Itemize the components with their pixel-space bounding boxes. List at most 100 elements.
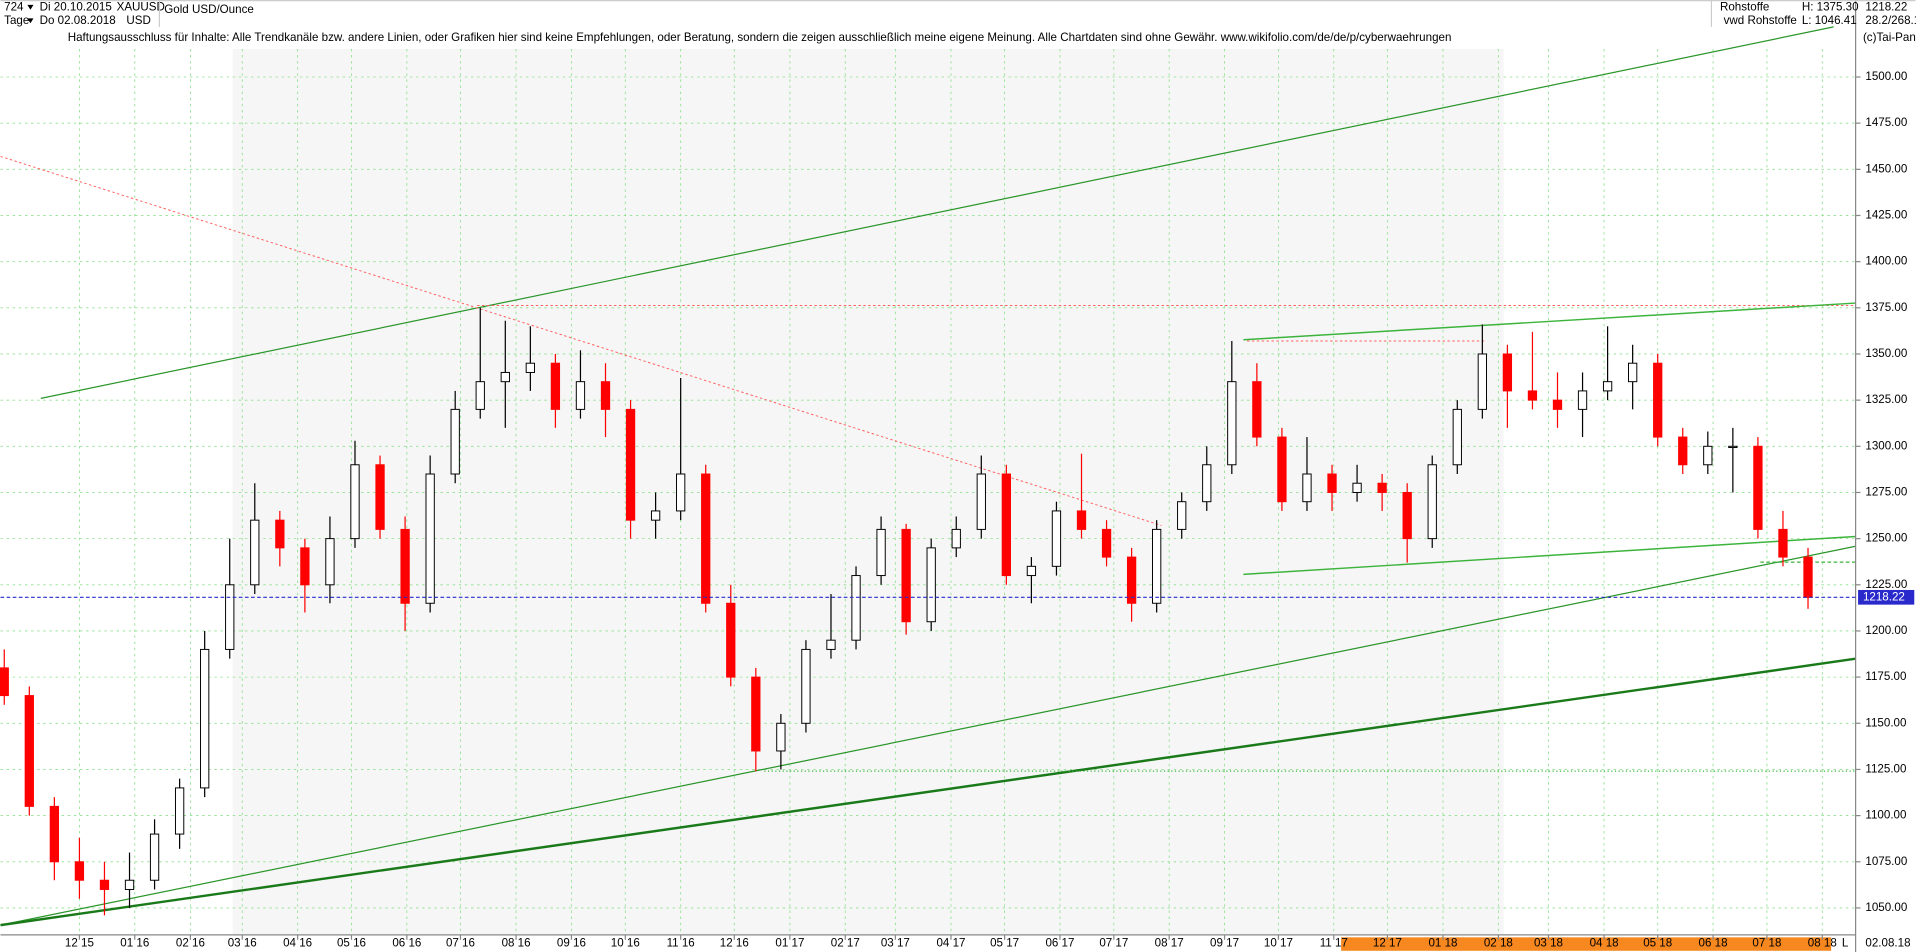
source: vwd Rohstoffe [1724, 14, 1797, 27]
y-tick-label: 1175.00 [1865, 670, 1906, 683]
candle-body [600, 381, 611, 410]
candle-body [1126, 556, 1137, 604]
start-date: Di 20.10.2015 [40, 0, 112, 13]
trend-line [1243, 535, 1856, 576]
y-tick-label: 1500.00 [1865, 70, 1907, 83]
candle-body [1803, 556, 1813, 598]
x-tick-label: 12 15 [65, 937, 94, 950]
candle-body [1227, 381, 1237, 466]
x-tick-label: 04 18 [1590, 937, 1619, 950]
candle-body [225, 584, 235, 650]
dropdown-icon [27, 4, 34, 10]
x-tick-label: 10 17 [1264, 937, 1293, 950]
candle-body [1602, 381, 1613, 392]
currency: USD [126, 14, 150, 27]
trend-line [0, 545, 1856, 926]
candle-body [1076, 510, 1087, 530]
candle-body [1477, 353, 1487, 410]
x-tick-label: 07 16 [446, 937, 475, 950]
candle-body [124, 879, 135, 890]
y-tick-label: 1300.00 [1865, 439, 1907, 452]
trend-lines [0, 26, 1856, 927]
y-tick-label: 1325.00 [1865, 393, 1907, 406]
candle-body [550, 362, 561, 410]
candle-body [726, 602, 736, 678]
x-tick-label: 09 17 [1210, 937, 1239, 950]
y-tick-label: 1050.00 [1865, 901, 1907, 914]
candle-body [1628, 362, 1638, 383]
time-bar [1341, 937, 1832, 951]
candle-body [1051, 510, 1062, 567]
candle-body [1177, 501, 1187, 530]
candle-body [1778, 528, 1788, 558]
candle-body [876, 528, 886, 577]
y-tick-label: 1200.00 [1865, 624, 1907, 637]
date: 02.08.18 [1865, 937, 1910, 950]
low: L: 1046.41 [1802, 14, 1857, 27]
candle-body [1427, 464, 1437, 540]
candle-body [625, 408, 636, 521]
candle-body [1252, 381, 1262, 438]
y-tick-label: 1350.00 [1865, 347, 1907, 360]
x-tick-label: 12 16 [720, 937, 749, 950]
x-tick-label: 03 18 [1534, 937, 1563, 950]
shade [232, 48, 1504, 935]
y-tick-label: 1450.00 [1865, 162, 1907, 175]
candle-body [1101, 528, 1112, 558]
candle-body [1552, 399, 1563, 410]
candle-body [0, 667, 9, 697]
x-tick-label: 08 18 [1808, 937, 1837, 950]
candle-body [250, 519, 260, 586]
candle-body [149, 833, 160, 881]
scale-mode: L [1842, 937, 1849, 950]
candle-body [1728, 445, 1738, 449]
candle-body [350, 464, 360, 540]
candle-body [200, 648, 210, 789]
x-tick-label: 04 17 [936, 937, 965, 950]
group: Rohstoffe [1720, 0, 1769, 13]
candle-body [525, 362, 535, 373]
bars: 724 [4, 0, 24, 13]
x-tick-label: 02 18 [1484, 937, 1513, 950]
candle-body [776, 722, 786, 752]
candle-body [801, 648, 811, 724]
x-tick-label: 06 18 [1699, 937, 1728, 950]
x-tick-label: 10 16 [611, 937, 640, 950]
x-tick-label: 08 16 [502, 937, 531, 950]
candle-body [1452, 408, 1462, 466]
disclaimer: Haftungsausschluss für Inhalte: Alle Tre… [68, 31, 1452, 44]
x-tick-label: 11 16 [667, 937, 695, 950]
candles [0, 307, 1813, 916]
y-tick-label: 1475.00 [1865, 116, 1907, 129]
candle-body [1577, 390, 1588, 410]
y-tick-label: 1150.00 [1865, 716, 1906, 729]
trend-line [1243, 302, 1856, 341]
trend-line [40, 26, 1834, 399]
grid [0, 48, 1856, 935]
candle-body [500, 371, 510, 383]
candle-body [174, 787, 185, 835]
x-tick-label: 11 17 [1320, 937, 1348, 950]
x-tick-label: 01 18 [1428, 937, 1457, 950]
y-tick-label: 1225.00 [1865, 578, 1907, 591]
x-tick-label: 07 17 [1099, 937, 1128, 950]
ratio: 28.2/268.1 [1865, 14, 1916, 27]
end-date: Do 02.08.2018 [40, 14, 116, 27]
candle-body [450, 408, 460, 475]
dropdown-icon [27, 18, 34, 24]
x-tick-label: 09 16 [557, 937, 586, 950]
y-tick-label: 1400.00 [1865, 255, 1907, 268]
candle-body [701, 473, 711, 604]
candle-body [475, 381, 485, 410]
candle-body [650, 510, 661, 521]
candle-body [375, 464, 385, 530]
x-tick-label: 06 17 [1045, 937, 1074, 950]
candle-body [676, 473, 686, 512]
candle-body [1502, 353, 1513, 392]
candle-body [1703, 445, 1713, 466]
candle-body [400, 528, 410, 604]
y-tick-label: 1425.00 [1865, 209, 1907, 222]
candle-body [1001, 473, 1011, 577]
candle-body [575, 381, 586, 410]
candle-body [1277, 436, 1287, 503]
